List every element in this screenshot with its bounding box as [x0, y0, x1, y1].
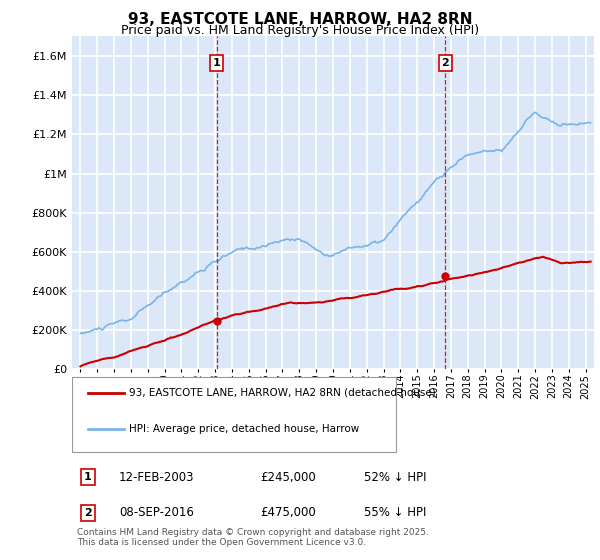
Text: 08-SEP-2016: 08-SEP-2016 [119, 506, 194, 520]
Text: 2: 2 [84, 508, 92, 518]
Text: HPI: Average price, detached house, Harrow: HPI: Average price, detached house, Harr… [130, 424, 359, 433]
Text: 93, EASTCOTE LANE, HARROW, HA2 8RN: 93, EASTCOTE LANE, HARROW, HA2 8RN [128, 12, 472, 27]
Text: 93, EASTCOTE LANE, HARROW, HA2 8RN (detached house): 93, EASTCOTE LANE, HARROW, HA2 8RN (deta… [130, 388, 436, 398]
Text: £245,000: £245,000 [260, 470, 316, 484]
Text: Contains HM Land Registry data © Crown copyright and database right 2025.
This d: Contains HM Land Registry data © Crown c… [77, 528, 429, 547]
Text: 1: 1 [84, 472, 92, 482]
Text: Price paid vs. HM Land Registry's House Price Index (HPI): Price paid vs. HM Land Registry's House … [121, 24, 479, 36]
Text: 2: 2 [442, 58, 449, 68]
Text: 52% ↓ HPI: 52% ↓ HPI [364, 470, 427, 484]
FancyBboxPatch shape [72, 377, 395, 452]
Text: £475,000: £475,000 [260, 506, 316, 520]
Text: 12-FEB-2003: 12-FEB-2003 [119, 470, 194, 484]
Text: 1: 1 [213, 58, 221, 68]
Text: 55% ↓ HPI: 55% ↓ HPI [364, 506, 427, 520]
